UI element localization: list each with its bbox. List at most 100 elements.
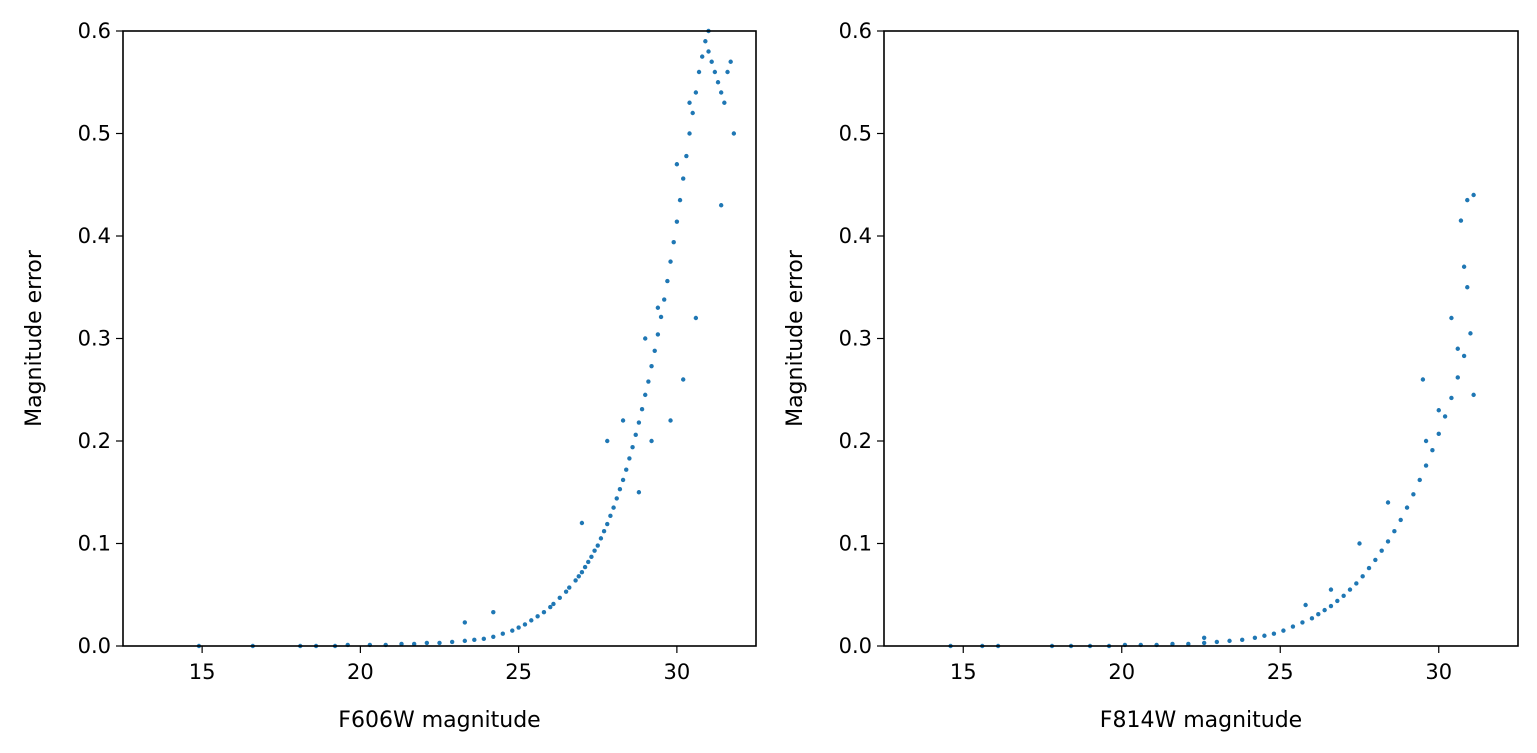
data-point: [576, 574, 581, 579]
data-point: [1322, 607, 1327, 613]
data-point: [617, 486, 623, 492]
data-point: [510, 628, 515, 633]
data-point: [696, 69, 702, 75]
data-point: [1347, 587, 1353, 592]
x-tick-label: 20: [1108, 660, 1135, 684]
scatter-points-f606w: [196, 28, 737, 649]
data-point: [1392, 529, 1397, 534]
data-point: [687, 100, 692, 105]
data-point: [491, 609, 496, 615]
data-point: [1465, 285, 1470, 290]
data-point: [1385, 539, 1391, 544]
data-point: [1341, 593, 1346, 598]
data-point: [674, 219, 680, 224]
data-point: [725, 69, 730, 75]
data-point: [1436, 408, 1441, 413]
data-point: [1436, 431, 1441, 437]
data-point: [1420, 377, 1426, 382]
y-tick-label: 0.1: [839, 532, 872, 556]
data-point: [529, 618, 534, 623]
y-tick-label: 0.0: [78, 634, 111, 658]
data-point: [671, 239, 676, 245]
data-point: [563, 589, 569, 594]
data-point: [567, 585, 572, 590]
y-axis-label-f814w: Magnitude error: [783, 249, 808, 427]
data-point: [1423, 463, 1429, 468]
data-point: [462, 638, 468, 644]
data-point: [1465, 197, 1470, 203]
data-point: [703, 39, 708, 44]
scatter-points-f814w: [948, 192, 1476, 649]
data-point: [712, 69, 718, 75]
data-point: [1335, 598, 1340, 604]
data-point: [1201, 635, 1207, 640]
data-point: [652, 348, 657, 353]
data-point: [636, 490, 642, 495]
data-point: [1360, 574, 1365, 579]
data-point: [1404, 505, 1410, 510]
data-point: [516, 625, 521, 630]
data-point: [665, 278, 670, 284]
data-point: [535, 614, 540, 619]
y-axis-label-f606w: Magnitude error: [22, 249, 47, 427]
data-point: [639, 407, 645, 412]
data-point: [437, 640, 442, 646]
data-point: [633, 432, 638, 438]
y-tick-label: 0.6: [78, 19, 111, 43]
panel-f606w: 15 20 25 30 0.0 0.1 0.2 0.3 0.4 0.5 0.6 F606W magn…: [22, 19, 757, 733]
x-tick-label: 25: [1267, 660, 1294, 684]
data-point: [449, 639, 455, 645]
data-point: [557, 595, 562, 601]
data-point: [1455, 375, 1460, 380]
data-point: [1366, 565, 1372, 571]
data-point: [655, 305, 661, 310]
data-point: [1328, 587, 1334, 592]
data-point: [1373, 557, 1378, 563]
data-point: [1385, 500, 1391, 505]
data-point: [1271, 631, 1277, 636]
data-point: [579, 570, 585, 575]
data-point: [674, 162, 680, 167]
data-point: [573, 578, 578, 583]
axes-frame-f606w: [122, 30, 757, 647]
y-tick-label: 0.0: [839, 634, 872, 658]
data-point: [646, 379, 651, 384]
data-point: [681, 176, 686, 181]
data-point: [624, 467, 629, 472]
data-point: [595, 543, 600, 548]
x-axis-label-f814w: F814W magnitude: [1100, 708, 1302, 733]
data-point: [620, 477, 626, 483]
y-tick-label: 0.2: [78, 429, 111, 453]
y-tick-label: 0.6: [839, 19, 872, 43]
data-point: [551, 601, 556, 607]
data-point: [690, 110, 695, 116]
data-point: [522, 622, 528, 627]
data-point: [1303, 602, 1308, 608]
data-point: [630, 444, 635, 450]
data-point: [1458, 218, 1464, 223]
x-tick-label: 30: [664, 660, 691, 684]
data-point: [706, 49, 711, 54]
data-point: [582, 564, 588, 570]
axes-frame-f814w: [883, 30, 1519, 647]
data-point: [1354, 581, 1359, 586]
data-point: [1214, 639, 1220, 645]
data-point: [718, 90, 724, 95]
data-point: [1398, 517, 1403, 523]
data-point: [589, 554, 594, 560]
data-point: [636, 420, 642, 425]
data-point: [491, 634, 496, 639]
data-point: [731, 131, 737, 136]
data-point: [709, 59, 714, 64]
data-point: [586, 559, 591, 565]
data-point: [655, 332, 661, 337]
data-point: [643, 336, 648, 341]
x-axis-label-f606w: F606W magnitude: [338, 708, 540, 733]
data-point: [614, 496, 619, 501]
data-point: [601, 529, 607, 534]
data-point: [481, 636, 487, 642]
data-point: [1300, 620, 1305, 625]
data-point: [1423, 438, 1429, 444]
data-point: [548, 604, 553, 610]
